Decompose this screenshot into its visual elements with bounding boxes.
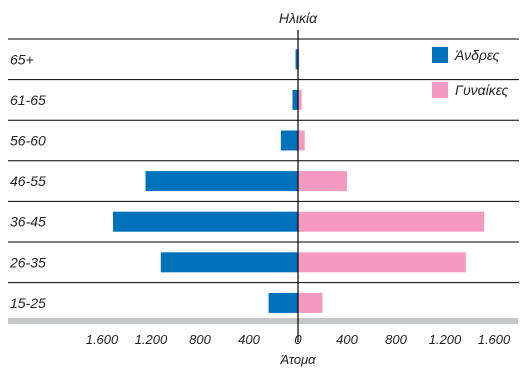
bar-left	[160, 252, 298, 273]
x-tick-label: 1.600	[86, 332, 119, 347]
bar-right	[298, 252, 466, 273]
legend-label: Γυναίκες	[455, 82, 509, 98]
x-tick-label: 800	[189, 332, 211, 347]
y-category-label: 26-35	[9, 254, 46, 270]
bar-right	[298, 292, 323, 313]
y-category-label: 15-25	[10, 295, 46, 311]
x-tick-label: 400	[336, 332, 358, 347]
y-category-label: 46-55	[10, 173, 46, 189]
bar-left	[280, 130, 298, 151]
bar-left	[145, 171, 298, 192]
bar-left	[113, 211, 299, 232]
x-tick-label: 1.200	[429, 332, 462, 347]
y-category-label: 65+	[10, 51, 34, 67]
y-category-label: 61-65	[10, 92, 46, 108]
x-tick-labels: 1.600 1.200 800 400 0 400 800 1.200 1.600	[86, 332, 511, 347]
bar-right	[298, 211, 485, 232]
x-axis-label: Άτομα	[279, 352, 316, 367]
bar-right	[298, 171, 347, 192]
bar-left	[268, 292, 298, 313]
legend-label: Άνδρες	[454, 47, 500, 63]
x-tick-label: 1.600	[478, 332, 511, 347]
x-tick-label: 800	[385, 332, 407, 347]
bar-right	[298, 130, 305, 151]
legend-swatch	[432, 47, 448, 63]
bar-left	[295, 49, 298, 70]
x-tick-label: 0	[294, 332, 302, 347]
chart-title: Ηλικία	[279, 10, 318, 26]
x-axis-band	[8, 318, 518, 324]
bar-right	[298, 89, 302, 110]
legend: Άνδρες Γυναίκες	[432, 47, 509, 98]
plot-area: 65+ 61-65 56-60 46-55 36-45 26-35 15-25	[8, 38, 519, 313]
bar-right	[298, 49, 300, 70]
x-tick-label: 1.200	[135, 332, 168, 347]
y-category-label: 36-45	[10, 214, 46, 230]
bar-left	[292, 89, 298, 110]
legend-swatch	[432, 82, 448, 98]
x-tick-label: 400	[238, 332, 260, 347]
y-category-label: 56-60	[10, 133, 46, 149]
